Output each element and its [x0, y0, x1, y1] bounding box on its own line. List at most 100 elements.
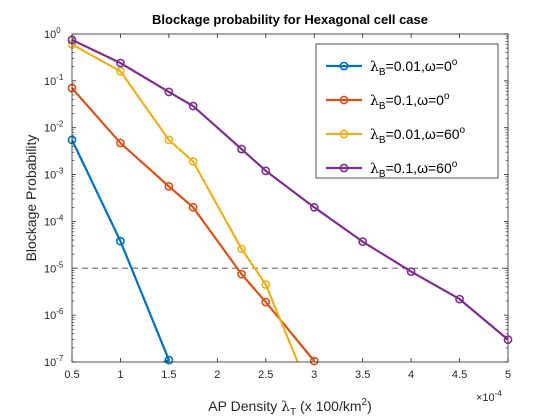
data-point: [164, 181, 174, 191]
x-axis-label-units: (x 100/km: [296, 398, 361, 414]
y-tick-label-base: 10: [44, 263, 56, 275]
y-tick-label-base: 10: [44, 76, 56, 88]
legend-lambda: λ: [370, 59, 379, 75]
legend-swatch-marker: [339, 95, 349, 105]
x-tick-label: 4.5: [452, 369, 467, 381]
legend-text: =0.01,ω=60: [386, 126, 460, 142]
legend-entry-1: λB=0.01,ω=0o: [326, 57, 458, 78]
y-tick-label-exp: -7: [56, 354, 64, 363]
legend-sub: B: [379, 135, 386, 146]
data-point: [188, 157, 198, 166]
x-tick-label: 5: [505, 369, 511, 381]
legend-label: λB=0.1,ω=0o: [370, 91, 450, 112]
plot-frame: [71, 33, 509, 363]
legend-entry-3: λB=0.01,ω=60o: [326, 125, 466, 146]
legend: λB=0.01,ω=0oλB=0.1,ω=0oλB=0.01,ω=60oλB=0…: [315, 43, 499, 180]
y-tick-label-exp: -6: [56, 307, 64, 316]
y-tick-label: 10-7: [44, 354, 64, 369]
legend-swatch-marker: [339, 163, 349, 173]
x-exponent-power: -4: [495, 389, 503, 398]
y-tick-label-base: 10: [44, 123, 56, 135]
y-tick-label-base: 10: [44, 29, 56, 41]
data-point: [261, 166, 271, 176]
legend-text: =0.1,ω=0: [386, 92, 445, 108]
x-axis-label: AP Density λT (x 100/km2): [208, 397, 371, 418]
x-tick-label: 4: [408, 369, 414, 381]
legend-sup: o: [452, 57, 458, 68]
data-point: [164, 87, 174, 97]
x-exponent-base: ×10: [476, 392, 495, 404]
y-tick-label: 10-3: [44, 167, 64, 182]
legend-text: =0.1,ω=60: [386, 160, 452, 176]
x-tick-label: 1.5: [161, 369, 176, 381]
y-tick-label-exp: -4: [56, 213, 64, 222]
legend-sup: o: [460, 125, 466, 136]
legend-box: [315, 43, 499, 179]
y-tick-label-exp: 0: [56, 26, 61, 35]
data-point: [116, 236, 125, 246]
data-point: [237, 244, 246, 254]
y-tick-label: 10-4: [44, 213, 64, 228]
x-tick-labels: 0.5 1 1.5 2 2.5 3 3.5 4 4.5 5: [64, 369, 511, 381]
y-tick-label-exp: -2: [56, 120, 64, 129]
legend-sub: B: [379, 67, 386, 78]
legend-sub: B: [379, 101, 386, 112]
data-point: [188, 202, 198, 212]
y-tick-label: 10-1: [44, 73, 64, 88]
x-axis-label-lambda: λ: [281, 399, 290, 415]
legend-sub: B: [379, 169, 386, 180]
legend-lambda: λ: [370, 127, 379, 143]
data-point: [164, 355, 174, 365]
y-tick-label-base: 10: [44, 216, 56, 228]
y-tick-label-exp: -5: [56, 260, 64, 269]
data-point: [116, 138, 125, 148]
x-tick-label: 1: [117, 369, 123, 381]
series-line: [71, 43, 299, 363]
chart-title: Blockage probability for Hexagonal cell …: [152, 12, 428, 27]
data-point: [261, 297, 271, 307]
x-tick-label: 0.5: [64, 369, 79, 381]
x-axis-label-sup: 2: [362, 397, 368, 408]
y-tick-label-base: 10: [44, 170, 56, 182]
data-point: [406, 267, 416, 276]
y-tick-label: 10-2: [44, 120, 64, 135]
series-line: [71, 87, 316, 362]
y-tick-label: 10-5: [44, 260, 64, 275]
y-tick-label: 100: [44, 26, 61, 41]
legend-label: λB=0.01,ω=0o: [370, 57, 458, 78]
legend-lambda: λ: [370, 93, 379, 109]
x-tick-label: 2.5: [258, 369, 273, 381]
data-point: [309, 356, 319, 366]
legend-swatch-marker: [339, 61, 349, 71]
legend-label: λB=0.1,ω=60o: [370, 159, 458, 180]
x-tick-label: 3: [311, 369, 317, 381]
legend-swatch-marker: [339, 129, 349, 139]
legend-entry-4: λB=0.1,ω=60o: [326, 159, 458, 180]
data-point: [116, 58, 125, 68]
x-tick-label: 2: [214, 369, 220, 381]
series-line: [71, 38, 509, 341]
legend-label: λB=0.01,ω=60o: [370, 125, 466, 146]
data-point: [188, 101, 198, 111]
x-axis-label-close: ): [367, 398, 372, 414]
x-tick-label: 3.5: [355, 369, 370, 381]
x-axis-label-sub: T: [290, 407, 296, 418]
legend-text: =0.01,ω=0: [386, 58, 452, 74]
legend-lambda: λ: [370, 161, 379, 177]
data-point: [237, 269, 246, 279]
data-point: [116, 66, 125, 76]
x-axis-label-text: AP Density: [208, 398, 281, 414]
y-tick-label: 10-6: [44, 307, 64, 322]
data-point: [455, 294, 464, 304]
y-tick-label-exp: -1: [56, 73, 64, 82]
data-point: [164, 135, 174, 145]
y-tick-label-base: 10: [44, 310, 56, 322]
y-tick-label-base: 10: [44, 357, 56, 369]
y-axis-label: Blockage Probability: [23, 135, 39, 262]
x-exponent-label: ×10-4: [476, 389, 502, 404]
data-point: [309, 202, 319, 212]
data-point: [261, 280, 271, 289]
data-point: [237, 144, 246, 154]
